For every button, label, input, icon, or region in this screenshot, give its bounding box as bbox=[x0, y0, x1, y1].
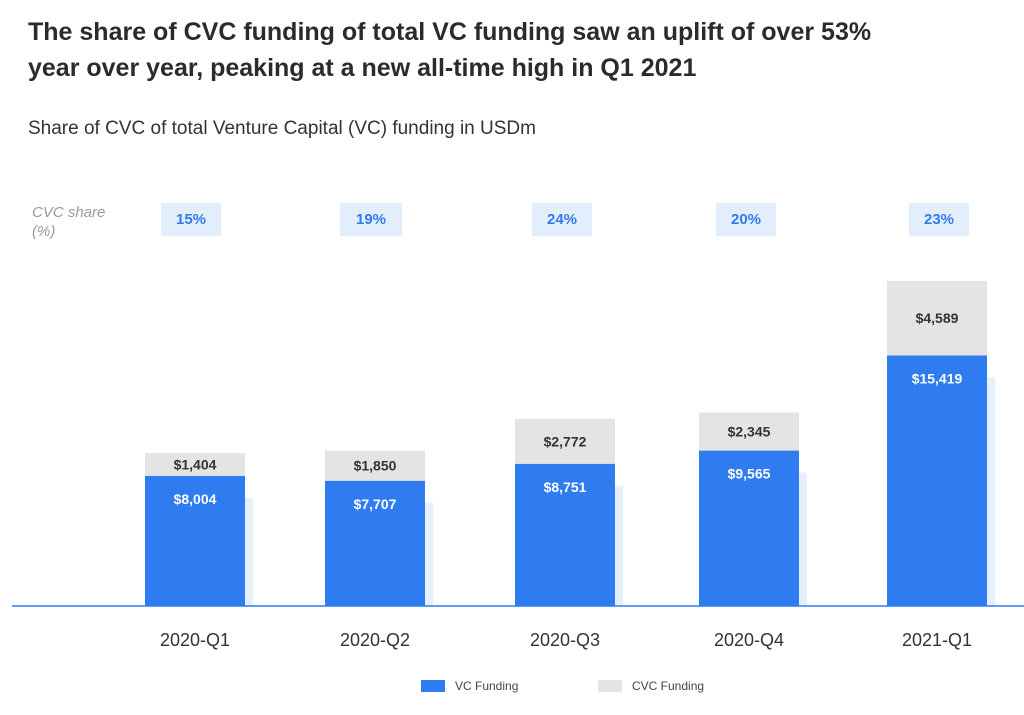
chart-title-line-2: year over year, peaking at a new all-tim… bbox=[28, 54, 697, 82]
x-tick-label-2020-q4: 2020-Q4 bbox=[714, 630, 784, 650]
legend-label-cvc: CVC Funding bbox=[632, 679, 705, 693]
legend-swatch-cvc bbox=[598, 680, 622, 692]
bar-vc-2020-q4 bbox=[699, 450, 799, 606]
legend-item-cvc-funding: CVC Funding bbox=[598, 679, 704, 693]
bar-vc-2020-q3 bbox=[515, 463, 615, 606]
data-label-cvc-2020-q1: $1,404 bbox=[174, 457, 217, 473]
cvc-share-badge-2020-q4: 20% bbox=[716, 203, 776, 236]
cvc-share-badge-2020-q3: 24% bbox=[532, 203, 592, 236]
bar-shadow-2021-q1 bbox=[987, 377, 995, 606]
data-label-cvc-2020-q4: $2,345 bbox=[728, 424, 771, 440]
data-label-vc-2020-q3: $8,751 bbox=[544, 479, 587, 495]
data-label-cvc-2020-q2: $1,850 bbox=[354, 458, 397, 474]
bar-shadow-2020-q4 bbox=[799, 472, 807, 606]
data-label-cvc-2020-q3: $2,772 bbox=[544, 433, 587, 449]
data-label-cvc-2021-q1: $4,589 bbox=[916, 310, 959, 326]
cvc-share-badge-2020-q2: 19% bbox=[340, 203, 402, 236]
cvc-share-badge-2021-q1: 23% bbox=[909, 203, 969, 236]
bar-shadow-2020-q1 bbox=[245, 497, 253, 606]
legend-item-vc-funding: VC Funding bbox=[421, 679, 518, 693]
bar-cvc-2020-q3 bbox=[515, 418, 615, 464]
bar-shadow-2020-q3 bbox=[615, 485, 623, 606]
bar-cvc-2021-q1 bbox=[887, 280, 987, 356]
legend-swatch-vc bbox=[421, 680, 445, 692]
cvc-share-label-line-1: CVC share bbox=[32, 204, 106, 221]
chart-subtitle: Share of CVC of total Venture Capital (V… bbox=[28, 118, 536, 139]
data-label-vc-2020-q4: $9,565 bbox=[728, 466, 771, 482]
bar-cvc-2020-q1 bbox=[145, 453, 245, 476]
bar-vc-2020-q1 bbox=[145, 475, 245, 606]
x-tick-label-2020-q3: 2020-Q3 bbox=[530, 630, 600, 650]
chart-title: The share of CVC funding of total VC fun… bbox=[28, 14, 1008, 86]
bar-cvc-2020-q4 bbox=[699, 412, 799, 451]
x-tick-label-2020-q2: 2020-Q2 bbox=[340, 630, 410, 650]
data-label-vc-2021-q1: $15,419 bbox=[912, 370, 963, 386]
chart-title-line-1: The share of CVC funding of total VC fun… bbox=[28, 18, 872, 46]
x-tick-label-2021-q1: 2021-Q1 bbox=[902, 630, 972, 650]
bar-vc-2021-q1 bbox=[887, 355, 987, 606]
cvc-share-badge-2020-q1: 15% bbox=[161, 203, 221, 236]
cvc-share-label-line-2: (%) bbox=[32, 223, 56, 240]
bar-vc-2020-q2 bbox=[325, 480, 425, 606]
cvc-share-axis-label: CVC share (%) bbox=[32, 203, 142, 241]
bar-shadow-2020-q2 bbox=[425, 502, 433, 606]
bar-cvc-2020-q2 bbox=[325, 450, 425, 481]
x-tick-label-2020-q1: 2020-Q1 bbox=[160, 630, 230, 650]
legend-label-vc: VC Funding bbox=[455, 679, 519, 693]
data-label-vc-2020-q2: $7,707 bbox=[354, 496, 397, 512]
data-label-vc-2020-q1: $8,004 bbox=[174, 491, 217, 507]
